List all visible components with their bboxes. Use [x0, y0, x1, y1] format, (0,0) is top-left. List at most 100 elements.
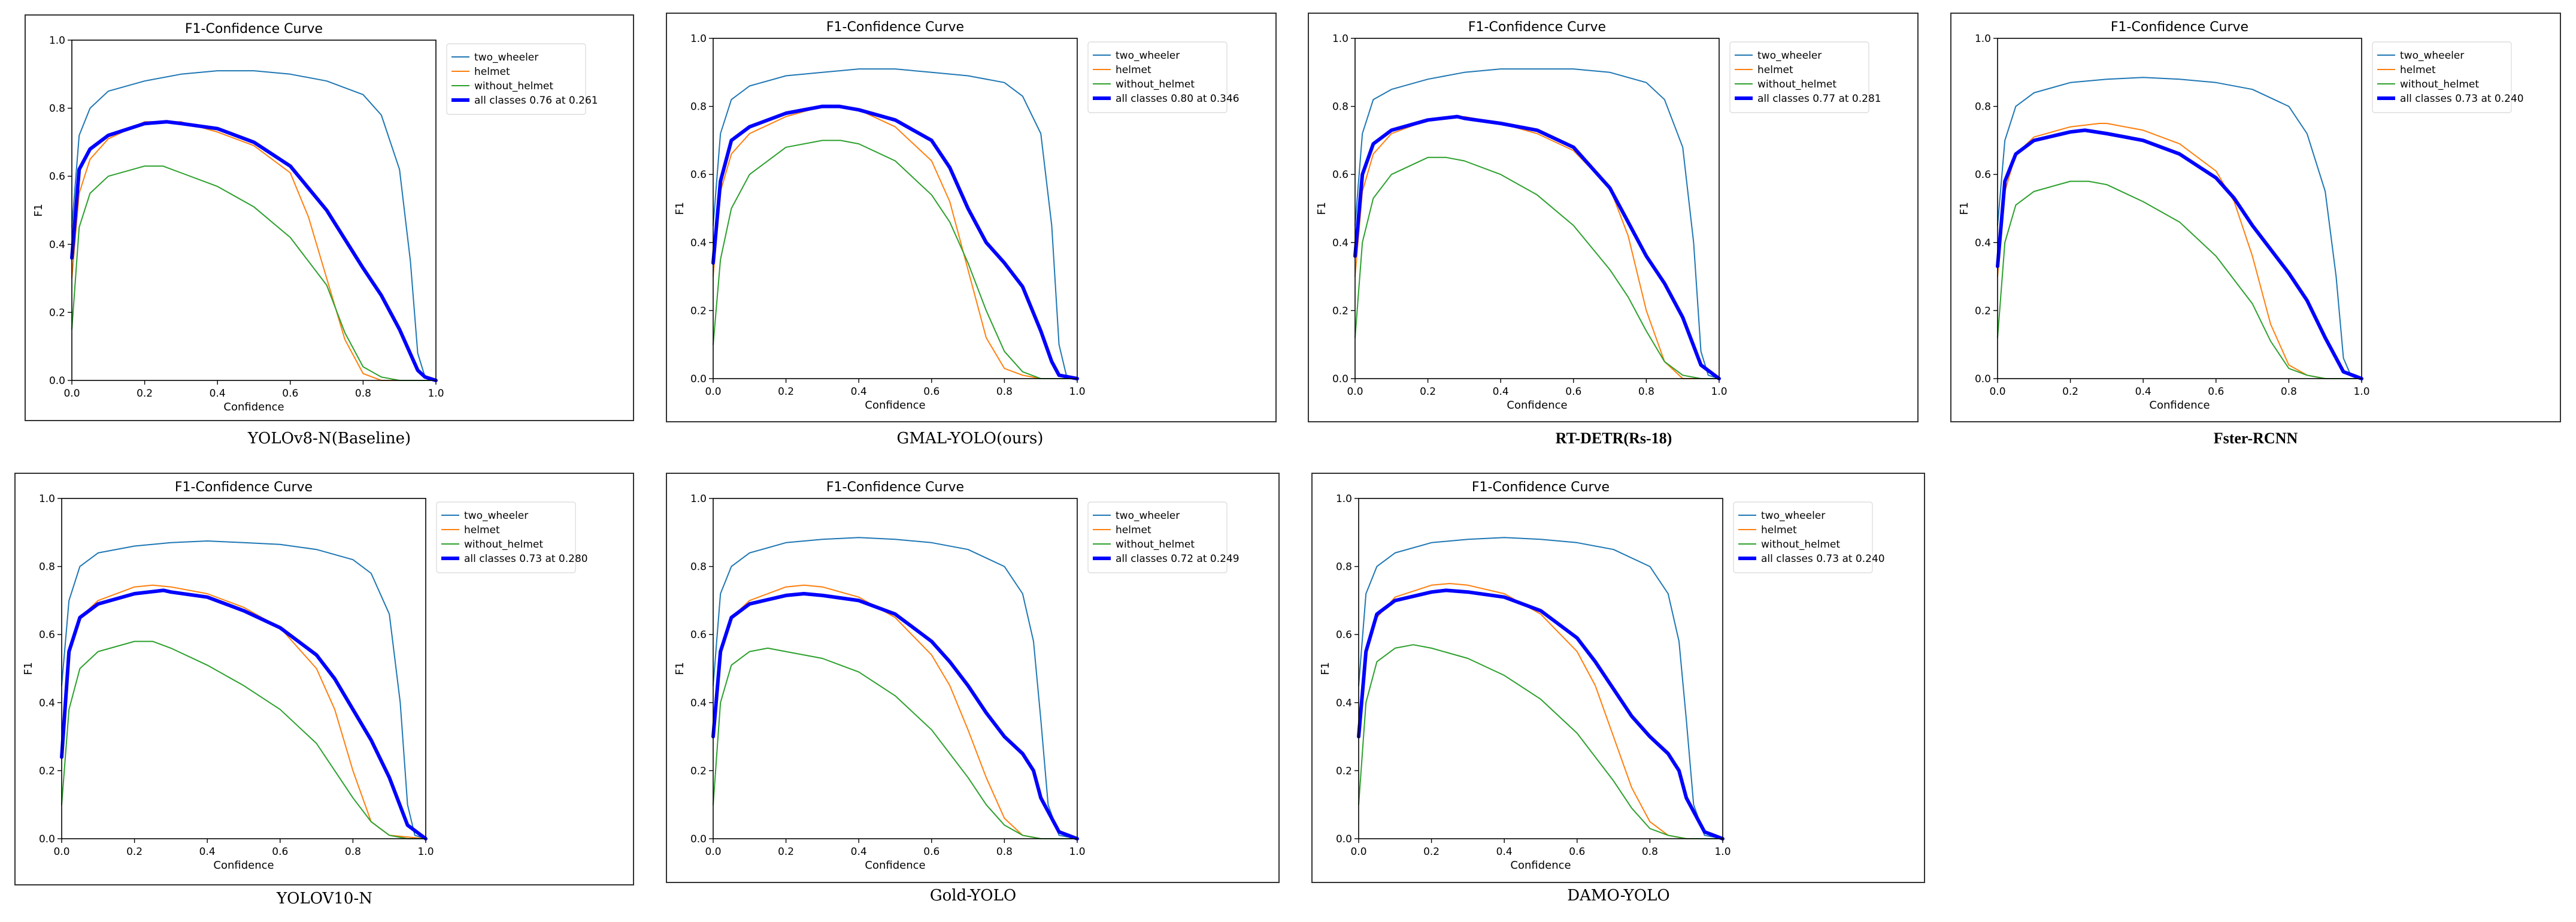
chart-title: F1-Confidence Curve — [175, 480, 313, 495]
legend-label-without-helmet: without_helmet — [1761, 539, 1840, 551]
x-axis-label: Confidence — [1507, 399, 1567, 412]
x-tick-label: 1.0 — [1069, 846, 1085, 858]
legend-label-all-classes: all classes 0.73 at 0.240 — [1761, 553, 1885, 565]
y-axis-label: F1 — [1319, 662, 1332, 675]
y-axis-label: F1 — [32, 204, 45, 217]
series-line-helmet — [1997, 123, 2362, 379]
legend-label-without-helmet: without_helmet — [464, 539, 543, 551]
y-tick-label: 0.2 — [690, 765, 707, 777]
y-tick-label: 0.0 — [1336, 833, 1352, 845]
series-line-without-helmet — [713, 647, 1078, 839]
legend-box — [1733, 501, 1873, 573]
x-tick-label: 0.6 — [1565, 386, 1581, 398]
legend-label-all-classes: all classes 0.80 at 0.346 — [1116, 93, 1239, 105]
y-tick-label: 1.0 — [690, 493, 707, 505]
x-tick-label: 0.8 — [1642, 846, 1658, 858]
x-tick-label: 0.8 — [2281, 386, 2297, 398]
y-axis-label: F1 — [674, 662, 686, 675]
x-tick-label: 0.8 — [996, 846, 1013, 858]
legend-box — [436, 501, 576, 573]
x-axis-label: Confidence — [865, 399, 925, 412]
panel-caption: GMAL-YOLO(ours) — [897, 430, 1044, 448]
y-tick-label: 1.0 — [1975, 33, 1991, 45]
x-tick-label: 1.0 — [1714, 846, 1731, 858]
y-tick-label: 0.2 — [1336, 765, 1352, 777]
legend-label-helmet: helmet — [1116, 64, 1151, 76]
series-line-all-classes — [60, 588, 428, 841]
chart-panel-7: F1-Confidence Curve 0.0 0.2 0.4 0.6 0.8 1.0 0.0… — [1311, 473, 1925, 905]
x-tick-label: 0.0 — [705, 386, 721, 398]
y-tick-label: 0.0 — [1332, 373, 1348, 385]
legend-label-without-helmet: without_helmet — [1116, 78, 1195, 90]
axes-box — [713, 38, 1078, 379]
x-tick-label: 1.0 — [428, 388, 444, 400]
panel-caption: Gold-YOLO — [930, 887, 1016, 905]
legend-label-two-wheeler: two_wheeler — [1761, 510, 1825, 522]
x-tick-label: 0.2 — [2062, 386, 2078, 398]
y-tick-label: 0.6 — [1975, 169, 1991, 181]
series-line-two-wheeler — [1358, 537, 1723, 839]
x-tick-label: 0.6 — [272, 846, 288, 858]
y-tick-label: 0.8 — [690, 561, 707, 573]
legend-label-two-wheeler: two_wheeler — [1116, 50, 1180, 62]
x-tick-label: 0.6 — [1569, 846, 1585, 858]
series-line-two-wheeler — [61, 540, 426, 839]
y-tick-label: 0.8 — [1975, 101, 1991, 113]
x-tick-label: 0.0 — [63, 388, 80, 400]
y-tick-label: 1.0 — [1336, 493, 1352, 505]
y-tick-label: 0.4 — [690, 697, 707, 709]
series-line-two-wheeler — [713, 537, 1078, 839]
y-tick-label: 1.0 — [49, 35, 65, 47]
axes-box — [1358, 498, 1723, 839]
series-line-without-helmet — [1354, 156, 1720, 379]
legend-box — [1729, 41, 1869, 113]
x-tick-label: 0.8 — [345, 846, 361, 858]
legend-label-helmet: helmet — [474, 66, 510, 78]
legend-label-two-wheeler: two_wheeler — [1757, 50, 1822, 62]
axes-box — [61, 498, 426, 839]
y-axis-label: F1 — [22, 662, 35, 675]
y-tick-label: 0.6 — [690, 629, 707, 641]
y-tick-label: 0.2 — [1332, 305, 1348, 317]
x-tick-label: 0.6 — [923, 846, 940, 858]
series-line-all-classes — [1357, 588, 1725, 841]
chart-panel-1: F1-Confidence Curve 0.0 0.2 0.4 0.6 0.8 1.0 0.0… — [25, 14, 634, 448]
panel-caption: Fster-RCNN — [2214, 430, 2298, 447]
x-tick-label: 0.4 — [851, 846, 867, 858]
legend-label-helmet: helmet — [1757, 64, 1793, 76]
x-tick-label: 0.0 — [1989, 386, 2005, 398]
x-tick-label: 1.0 — [1711, 386, 1727, 398]
series-line-all-classes — [711, 592, 1079, 841]
series-lines — [60, 540, 428, 841]
series-line-helmet — [713, 105, 1078, 379]
chart-title: F1-Confidence Curve — [826, 20, 964, 35]
panel-caption: YOLOv8-N(Baseline) — [247, 430, 411, 448]
y-tick-label: 0.4 — [49, 239, 65, 251]
x-tick-label: 0.4 — [851, 386, 867, 398]
y-tick-label: 1.0 — [690, 33, 707, 45]
legend-label-two-wheeler: two_wheeler — [464, 510, 528, 522]
x-tick-label: 0.6 — [2208, 386, 2224, 398]
series-line-helmet — [713, 584, 1078, 839]
x-axis-label: Confidence — [1510, 859, 1571, 872]
y-tick-label: 1.0 — [39, 493, 55, 505]
series-line-all-classes — [1353, 114, 1721, 380]
x-tick-label: 1.0 — [2353, 386, 2369, 398]
y-tick-label: 0.4 — [1336, 697, 1352, 709]
y-tick-label: 0.0 — [690, 833, 707, 845]
y-tick-label: 0.6 — [690, 169, 707, 181]
x-tick-label: 0.6 — [923, 386, 940, 398]
x-axis-label: Confidence — [213, 859, 274, 872]
y-tick-label: 0.6 — [49, 171, 65, 183]
x-tick-label: 0.4 — [210, 388, 226, 400]
y-tick-label: 0.0 — [39, 833, 55, 845]
series-line-without-helmet — [61, 640, 426, 839]
y-tick-label: 0.8 — [690, 101, 707, 113]
chart-title: F1-Confidence Curve — [2111, 20, 2248, 35]
x-tick-label: 0.6 — [282, 388, 298, 400]
legend-label-without-helmet: without_helmet — [1757, 78, 1836, 90]
series-line-two-wheeler — [1354, 68, 1720, 379]
